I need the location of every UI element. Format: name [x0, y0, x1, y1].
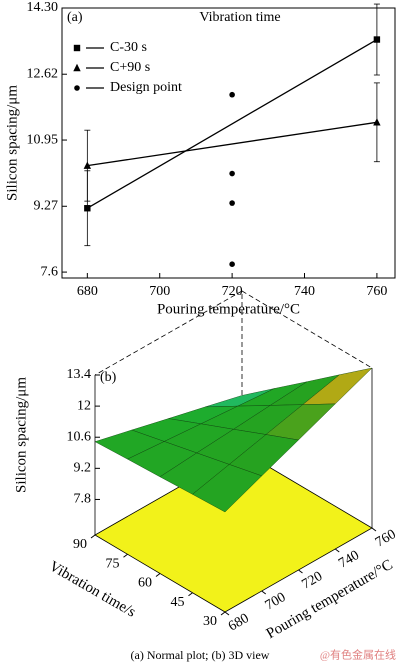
- y-tick: [220, 611, 226, 616]
- y-tick-label: 10.95: [27, 132, 59, 147]
- marker: [84, 205, 91, 212]
- plot-frame: [61, 7, 396, 279]
- series-line: [87, 38, 378, 209]
- x-tick-label: 700: [149, 284, 170, 299]
- marker: [373, 36, 381, 43]
- marker: [373, 118, 381, 126]
- y-tick-label: 9.27: [34, 198, 59, 213]
- legend-label: C-30 s: [110, 40, 147, 55]
- y-tick-label: 90: [73, 537, 87, 552]
- y-tick: [188, 592, 193, 597]
- x-tick: [261, 590, 267, 595]
- panel-label: (a): [67, 10, 83, 25]
- y-tick-label: 60: [138, 576, 152, 591]
- y-tick-label: 7.6: [41, 264, 59, 279]
- marker: [229, 200, 235, 206]
- y-tick-label: 12.62: [27, 66, 59, 81]
- x-axis-label: Pouring temperature/°C: [157, 301, 300, 317]
- y-tick: [123, 553, 128, 558]
- x-tick-label: 740: [336, 548, 362, 571]
- z-tick-label: 9.2: [74, 461, 92, 476]
- marker: [73, 44, 81, 52]
- y-axis-label: Vibration time/s: [46, 558, 138, 620]
- y-axis-label: Silicon spacing/μm: [4, 85, 20, 201]
- y-tick-label: 14.30: [27, 0, 59, 15]
- z-axis-label: Silicon spacing/μm: [13, 377, 29, 493]
- x-tick: [334, 548, 340, 553]
- y-tick-label: 45: [171, 595, 185, 610]
- y-tick-label: 75: [106, 556, 120, 571]
- x-tick-label: 720: [300, 569, 326, 592]
- series-line: [87, 121, 377, 167]
- x-tick-label: 680: [77, 284, 98, 299]
- legend-label: C+90 s: [110, 60, 150, 75]
- surface-cell: [192, 464, 263, 513]
- y-tick: [90, 534, 96, 539]
- box-edge: [94, 290, 243, 376]
- z-tick-label: 10.6: [67, 429, 92, 444]
- y-tick: [155, 573, 161, 577]
- y-tick-label: 30: [203, 614, 217, 629]
- box-edge: [241, 290, 373, 369]
- marker: [229, 261, 235, 268]
- legend-label: Design point: [110, 80, 182, 95]
- x-tick-label: 740: [294, 284, 315, 299]
- x-tick-label: 700: [263, 590, 289, 613]
- x-tick-label: 720: [222, 284, 243, 299]
- x-tick-label: 760: [366, 284, 387, 299]
- marker: [73, 63, 81, 72]
- x-tick: [371, 527, 377, 532]
- watermark: @有色金属在线: [320, 648, 396, 662]
- marker: [83, 161, 92, 169]
- marker: [229, 91, 235, 98]
- x-tick: [224, 611, 230, 616]
- panel-label: (b): [100, 370, 117, 385]
- z-tick-label: 7.8: [74, 492, 92, 507]
- marker: [229, 170, 235, 177]
- z-tick-label: 13.4: [67, 367, 92, 382]
- caption: (a) Normal plot; (b) 3D view: [131, 648, 270, 662]
- x-tick-label: 760: [373, 527, 399, 550]
- x-tick: [298, 569, 303, 574]
- marker: [74, 85, 80, 91]
- x-tick-label: 680: [226, 611, 252, 634]
- z-tick-label: 12: [77, 398, 91, 413]
- legend-title: Vibration time: [199, 10, 280, 25]
